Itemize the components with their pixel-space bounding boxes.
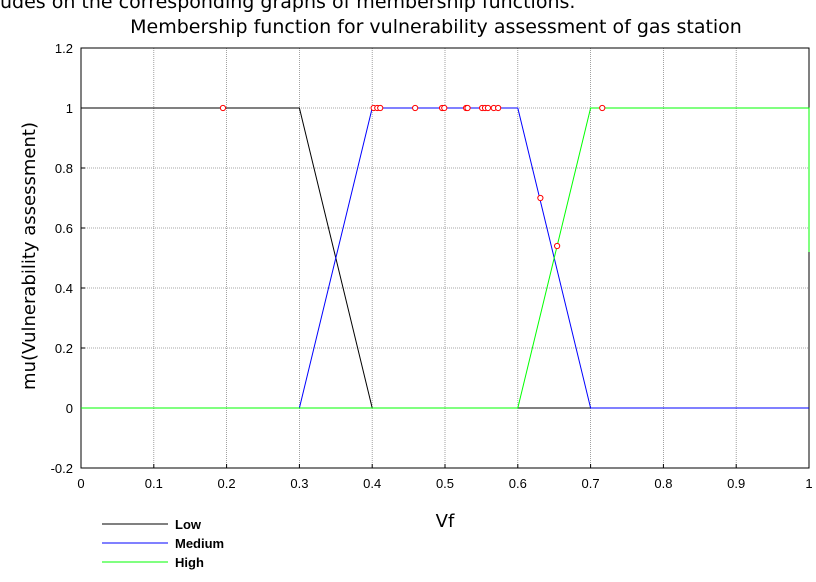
y-tick-label: 0.2 (55, 341, 73, 356)
x-tick-label: 0.5 (436, 476, 454, 491)
data-points (219, 104, 606, 250)
x-axis-label: Vf (436, 511, 455, 532)
data-point (484, 104, 492, 112)
x-tick-label: 0.7 (582, 476, 600, 491)
data-point (495, 104, 502, 112)
x-tick-label: 1 (805, 476, 812, 491)
x-tick-label: 0.3 (290, 476, 308, 491)
y-tick-label: 0.8 (55, 161, 73, 176)
x-tick-label: 0.1 (145, 476, 163, 491)
y-tick-label: 0.6 (55, 221, 73, 236)
chart-title: Membership function for vulnerability as… (130, 16, 742, 38)
data-point (219, 104, 227, 112)
x-tick-label: 0.9 (727, 476, 745, 491)
legend-label: High (175, 555, 204, 570)
series-line-high (81, 107, 810, 409)
x-axis-ticks: 0 0.1 0.2 0.3 0.4 0.5 0.6 0.7 0.8 0.9 1 (77, 464, 813, 491)
y-tick-label: 1.2 (55, 41, 73, 56)
x-tick-label: 0.8 (654, 476, 672, 491)
data-point (537, 194, 544, 202)
data-point (554, 242, 561, 250)
y-tick-label: 0.4 (55, 281, 73, 296)
top-caption-text: udes on the corresponding graphs of memb… (0, 0, 576, 13)
data-point (599, 104, 606, 112)
legend-entry-medium: Medium (102, 536, 224, 551)
legend-label: Low (175, 517, 202, 532)
y-tick-label: 0 (66, 401, 73, 416)
data-point (441, 104, 448, 112)
x-tick-label: 0 (77, 476, 84, 491)
x-tick-label: 0.2 (218, 476, 236, 491)
data-point (412, 104, 419, 112)
data-point (377, 104, 384, 112)
data-point (464, 104, 471, 112)
y-tick-label: 1 (66, 101, 73, 116)
y-tick-label: -0.2 (51, 461, 73, 476)
legend-entry-high: High (102, 555, 204, 570)
legend-entry-low: Low (102, 517, 202, 532)
y-axis-label: mu(Vulnerability assessment) (19, 122, 40, 390)
x-tick-label: 0.6 (509, 476, 527, 491)
legend: Low Medium High (102, 517, 224, 570)
x-tick-label: 0.4 (363, 476, 381, 491)
y-axis-ticks: -0.2 0 0.2 0.4 0.6 0.8 1 1.2 (51, 41, 85, 476)
legend-label: Medium (175, 536, 224, 551)
